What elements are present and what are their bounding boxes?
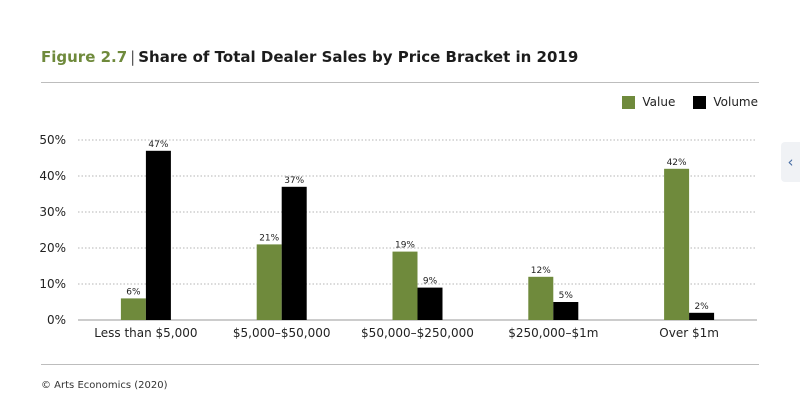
y-tick-label: 20% <box>39 241 66 255</box>
legend-label-volume: Volume <box>713 95 758 109</box>
bar-value <box>664 168 690 320</box>
chevron-left-icon: ‹ <box>787 153 794 171</box>
data-label: 47% <box>148 140 168 150</box>
x-tick-label: $5,000–$50,000 <box>233 326 331 340</box>
legend-swatch-value <box>622 95 636 109</box>
bottom-rule <box>41 364 759 365</box>
chart-title: Share of Total Dealer Sales by Price Bra… <box>138 48 579 66</box>
y-tick-label: 30% <box>39 205 66 219</box>
bar-volume <box>689 312 715 320</box>
chart-legend: Value Volume <box>604 95 758 109</box>
legend-label-value: Value <box>642 95 676 109</box>
y-tick-label: 50% <box>39 133 66 147</box>
bar-volume <box>281 186 307 320</box>
bar-value <box>120 298 146 320</box>
bar-volume <box>553 302 579 320</box>
bar-volume <box>417 287 443 320</box>
y-tick-label: 0% <box>47 313 66 327</box>
data-label: 6% <box>126 287 141 297</box>
legend-item-value: Value <box>622 95 675 109</box>
data-label: 12% <box>531 266 551 276</box>
bar-value <box>256 244 282 320</box>
bar-value <box>392 251 418 320</box>
legend-item-volume: Volume <box>693 95 758 109</box>
y-tick-label: 10% <box>39 277 66 291</box>
x-tick-label: Less than $5,000 <box>94 326 197 340</box>
bar-value <box>528 276 554 320</box>
data-label: 37% <box>284 176 304 186</box>
data-label: 2% <box>694 302 709 312</box>
x-tick-label: $250,000–$1m <box>508 326 598 340</box>
title-separator: | <box>130 48 136 66</box>
x-tick-label: Over $1m <box>659 326 719 340</box>
legend-swatch-volume <box>693 95 707 109</box>
x-tick-label: $50,000–$250,000 <box>361 326 474 340</box>
figure-label: Figure 2.7 <box>41 48 128 66</box>
bar-volume <box>145 150 171 320</box>
data-label: 9% <box>423 277 438 287</box>
data-label: 21% <box>259 233 279 243</box>
data-label: 42% <box>667 158 687 168</box>
side-panel-toggle[interactable]: ‹ <box>781 142 800 182</box>
data-label: 5% <box>559 291 574 301</box>
chart-title-row: Figure 2.7 | Share of Total Dealer Sales b… <box>41 48 578 66</box>
data-label: 19% <box>395 241 415 251</box>
top-rule <box>41 82 759 83</box>
y-tick-label: 40% <box>39 169 66 183</box>
source-credit: © Arts Economics (2020) <box>41 380 168 391</box>
